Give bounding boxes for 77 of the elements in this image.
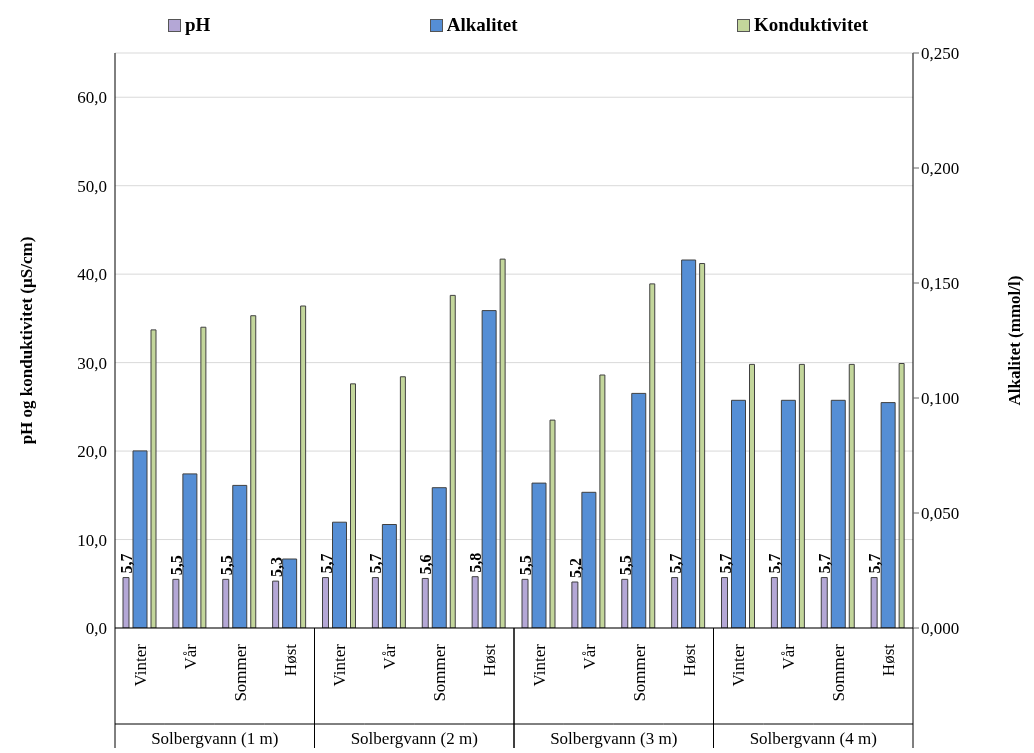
bar [222,578,230,628]
data-label: 5,3 [267,557,285,578]
bar [399,376,406,628]
data-label: 5,7 [317,553,335,574]
bar [671,577,679,628]
y-tick-label: 50,0 [77,176,107,196]
data-label: 5,5 [616,555,634,576]
bar [749,363,755,628]
y-tick-label: 40,0 [77,265,107,285]
y2-tick-label: 0,200 [921,159,960,179]
x-tick-label: Sommer [629,643,649,702]
y2-tick-label: 0,250 [921,44,960,64]
bar [350,383,356,628]
data-label: 5,7 [716,553,734,574]
y-tick-label: 30,0 [77,353,107,373]
bar [122,577,130,628]
x-tick-label: Sommer [230,643,250,702]
legend-label: Alkalitet [446,14,518,36]
y-tick-label: 0,0 [85,619,107,639]
x-tick-label: Høst [480,643,500,677]
y2-tick-label: 0,100 [921,389,960,409]
bar [421,577,429,628]
text: Solbergvann (4 m) [749,729,877,748]
data-label: 5,5 [217,555,235,576]
text: Solbergvann (2 m) [350,729,478,748]
x-tick-label: Høst [679,643,699,677]
data-label: 5,7 [766,553,784,574]
bar [770,577,778,628]
data-label: 5,7 [118,553,135,574]
x-tick-label: Vår [380,643,400,670]
x-tick-label: Vinter [130,643,150,687]
legend-label: Konduktivitet [753,14,868,36]
bar [521,578,529,628]
bar [250,315,257,628]
text: Solbergvann (1 m) [151,729,279,748]
y2-axis-title: Alkalitet (mmol/l) [1005,275,1025,406]
bar [449,294,456,628]
x-tick-label: Sommer [829,643,849,702]
y2-tick-label: 0,050 [921,504,960,524]
bar [870,577,878,628]
y-tick-label: 20,0 [77,442,107,462]
legend-label: pH [185,14,211,36]
x-tick-label: Vinter [529,643,549,687]
data-label: 5,7 [666,553,684,574]
bar [721,577,728,628]
bar [731,399,746,628]
x-tick-label: Vår [180,643,200,670]
bar [371,577,379,628]
y-axis-title: pH og konduktivitet (µS/cm) [17,236,37,445]
data-label: 5,7 [866,553,884,574]
data-label: 5,5 [517,555,534,576]
y-tick-label: 10,0 [77,530,107,550]
data-label: 5,6 [417,554,435,575]
x-tick-label: Sommer [430,643,450,702]
y-tick-label: 60,0 [77,88,107,108]
bar [172,578,180,628]
data-label: 5,8 [467,552,485,573]
y2-tick-label: 0,000 [921,619,960,639]
bar [621,578,629,628]
bar [332,521,347,628]
x-tick-label: Vinter [729,643,749,687]
y2-tick-label: 0,150 [921,274,960,294]
bar [322,577,329,628]
x-tick-label: Vår [579,643,599,670]
data-label: 5,7 [816,553,834,574]
x-tick-label: Vår [779,643,799,670]
bar [820,577,828,628]
bar [471,576,479,628]
x-tick-label: Vinter [330,643,350,687]
text: Solbergvann (3 m) [550,729,678,748]
data-label: 5,2 [566,558,584,578]
x-tick-label: Høst [280,643,300,677]
bar [571,581,579,628]
x-tick-label: Høst [879,643,899,677]
data-label: 5,5 [167,555,185,576]
data-label: 5,7 [367,553,385,574]
bar [300,305,307,628]
